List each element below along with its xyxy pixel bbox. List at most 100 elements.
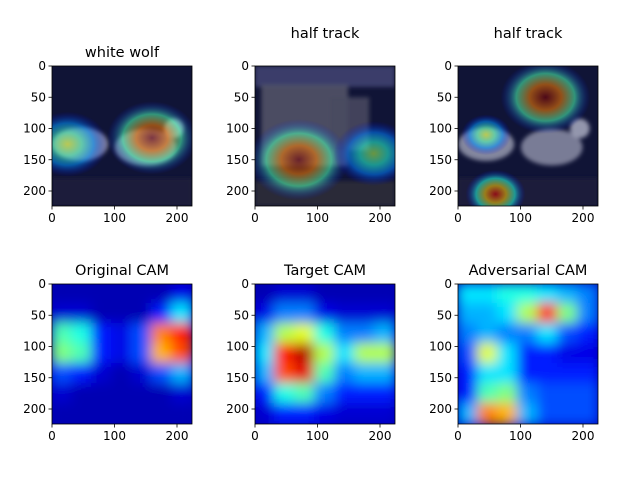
heatmap-cell <box>131 303 153 325</box>
heatmap-cell <box>111 323 133 345</box>
heatmap-cell <box>255 343 276 365</box>
axes-frame <box>254 65 396 207</box>
heatmap-cell <box>497 284 519 305</box>
heatmap-cell <box>91 284 113 305</box>
heatmap-cell <box>52 303 73 325</box>
heatmap-cell <box>374 343 395 365</box>
heatmap-cell <box>477 323 499 345</box>
cam-hotspot <box>107 101 192 175</box>
heatmap-cell <box>171 343 192 365</box>
heatmap-cell <box>71 383 93 405</box>
heatmap-cell <box>314 363 336 385</box>
y-tick-label: 50 <box>31 308 46 322</box>
heatmap-cell <box>334 383 356 405</box>
x-tick-label: 200 <box>572 211 595 225</box>
heatmap-cell <box>91 363 113 385</box>
y-tick-label: 200 <box>429 184 452 198</box>
heatmap-cell <box>497 363 519 385</box>
heatmap-cell <box>477 363 499 385</box>
heatmap-cells <box>52 284 192 424</box>
heatmap-cell <box>497 403 519 424</box>
y-tick-label: 150 <box>226 153 249 167</box>
y-tick-label: 0 <box>241 59 249 73</box>
heatmap-cell <box>255 284 276 305</box>
heatmap-cell <box>151 303 173 325</box>
heatmap-cell <box>294 284 316 305</box>
heatmap-cell <box>354 383 376 405</box>
y-tick-label: 100 <box>429 122 452 136</box>
heatmap-cell <box>354 284 376 305</box>
heatmap-cell <box>477 403 499 424</box>
y-tick-label: 0 <box>38 59 46 73</box>
heatmap-cell <box>314 383 336 405</box>
heatmap-cell <box>517 284 539 305</box>
heatmap-cell <box>537 323 559 345</box>
cam-hotspot <box>255 119 349 201</box>
heatmap-cell <box>255 323 276 345</box>
cam-overlay <box>52 101 192 177</box>
heatmap-cell <box>131 403 153 424</box>
heatmap-cell <box>517 383 539 405</box>
heatmap-cell <box>517 403 539 424</box>
y-tick-label: 0 <box>241 277 249 291</box>
heatmap-cell <box>458 284 479 305</box>
cam-hotspot <box>461 114 512 156</box>
y-tick-label: 0 <box>444 59 452 73</box>
heatmap-cell <box>537 303 559 325</box>
heatmap-cell <box>497 323 519 345</box>
heatmap-cell <box>477 383 499 405</box>
heatmap-cell <box>577 363 598 385</box>
heatmap-cell <box>171 323 192 345</box>
heatmap-cell <box>151 403 173 424</box>
heatmap-cell <box>354 403 376 424</box>
heatmap-cell <box>171 303 192 325</box>
cam-hotspot <box>333 121 395 186</box>
heatmap-cell <box>171 403 192 424</box>
x-tick-label: 200 <box>166 211 189 225</box>
heatmap-cell <box>517 343 539 365</box>
heatmap-cell <box>111 403 133 424</box>
y-tick-label: 100 <box>429 340 452 354</box>
x-tick-label: 100 <box>103 211 126 225</box>
heatmap-cell <box>557 343 579 365</box>
plot-area <box>52 284 192 424</box>
heatmap-cell <box>334 403 356 424</box>
heatmap-cell <box>91 383 113 405</box>
panel-title: Original CAM <box>75 263 169 279</box>
y-tick-label: 150 <box>23 153 46 167</box>
heatmap-cell <box>52 383 73 405</box>
heatmap-cells <box>255 284 395 424</box>
heatmap-cell <box>151 363 173 385</box>
y-tick-label: 200 <box>226 184 249 198</box>
heatmap-cell <box>497 383 519 405</box>
heatmap-cell <box>111 284 133 305</box>
heatmap-cell <box>537 363 559 385</box>
heatmap-cell <box>171 284 192 305</box>
heatmap-cell <box>71 303 93 325</box>
heatmap-cell <box>517 323 539 345</box>
heatmap-cell <box>111 343 133 365</box>
plot-area <box>458 284 598 424</box>
y-tick-label: 50 <box>234 90 249 104</box>
heatmap-cell <box>354 323 376 345</box>
heatmap-cell <box>557 363 579 385</box>
x-tick-label: 100 <box>306 211 329 225</box>
heatmap-cell <box>497 343 519 365</box>
heatmap-cell <box>71 284 93 305</box>
heatmap-cell <box>151 323 173 345</box>
axes-frame <box>457 283 599 425</box>
cam-hotspot <box>465 169 526 206</box>
plot-area <box>255 66 395 206</box>
x-tick-label: 200 <box>166 429 189 443</box>
heatmap-cell <box>314 284 336 305</box>
heatmap-cell <box>255 363 276 385</box>
heatmap-cell <box>131 323 153 345</box>
heatmap-cell <box>334 343 356 365</box>
heatmap-cell <box>274 323 296 345</box>
heatmap-cell <box>374 363 395 385</box>
heatmap-cell <box>334 323 356 345</box>
y-tick-label: 150 <box>429 371 452 385</box>
heatmap-cell <box>477 343 499 365</box>
